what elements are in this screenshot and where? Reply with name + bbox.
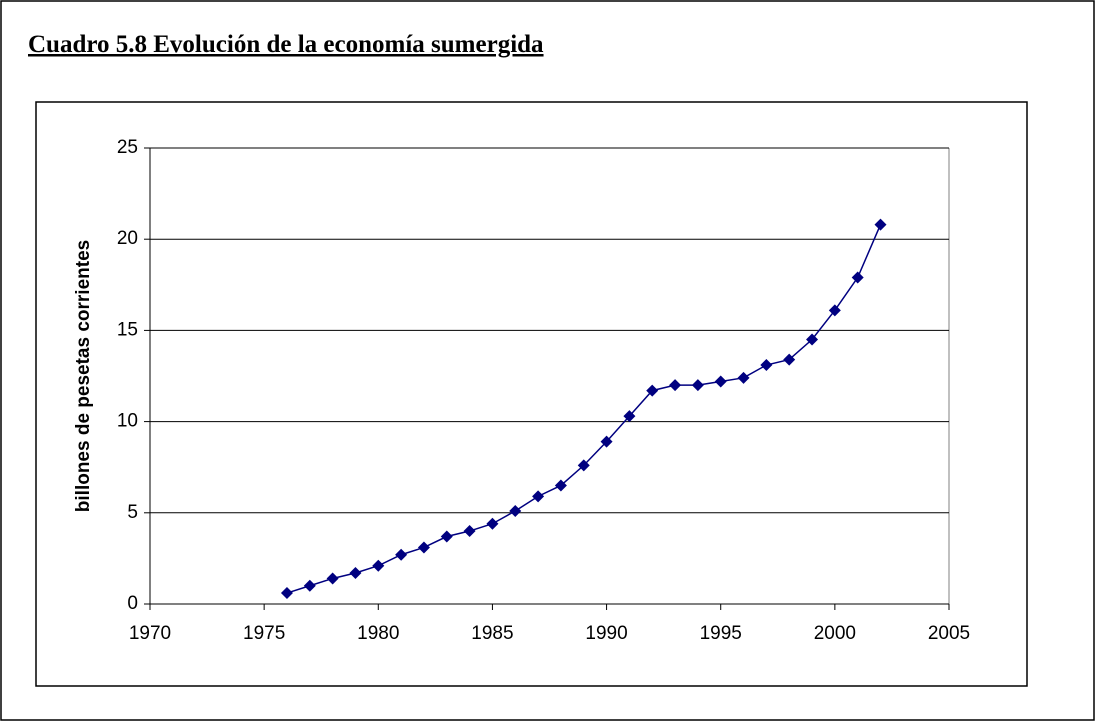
marker (874, 218, 887, 231)
marker (714, 375, 727, 388)
x-tick-label: 1990 (585, 623, 627, 644)
x-tick-label: 1995 (700, 623, 742, 644)
marker (646, 384, 659, 397)
marker (851, 271, 864, 284)
marker (532, 490, 545, 503)
marker (828, 304, 841, 317)
y-tick-label: 25 (117, 137, 138, 158)
y-tick-label: 0 (127, 593, 138, 614)
marker (554, 479, 567, 492)
x-tick-label: 2005 (928, 623, 970, 644)
y-tick-label: 5 (127, 502, 138, 523)
marker (303, 579, 316, 592)
marker (280, 587, 293, 600)
marker (372, 559, 385, 572)
marker (691, 379, 704, 392)
marker (349, 566, 362, 579)
marker (326, 572, 339, 585)
marker (600, 435, 613, 448)
marker (806, 333, 819, 346)
marker (623, 410, 636, 423)
y-tick-label: 15 (117, 319, 138, 340)
x-tick-label: 1970 (129, 623, 171, 644)
marker (440, 530, 453, 543)
heading: Cuadro 5.8 Evolución de la economía sume… (28, 31, 544, 58)
marker (737, 371, 750, 384)
x-tick-label: 2000 (814, 623, 856, 644)
chart-frame (35, 101, 1028, 687)
marker (395, 548, 408, 561)
y-tick-label: 20 (117, 228, 138, 249)
y-axis-label: billones de pesetas corrientes (73, 240, 94, 512)
y-tick-label: 10 (117, 411, 138, 432)
marker (509, 504, 522, 517)
marker (463, 525, 476, 538)
series-line (286, 224, 882, 594)
marker (760, 359, 773, 372)
marker (417, 541, 430, 554)
marker (783, 353, 796, 366)
marker (669, 379, 682, 392)
marker (486, 517, 499, 530)
x-tick-label: 1985 (471, 623, 513, 644)
x-tick-label: 1980 (357, 623, 399, 644)
marker (577, 459, 590, 472)
x-tick-label: 1975 (243, 623, 285, 644)
